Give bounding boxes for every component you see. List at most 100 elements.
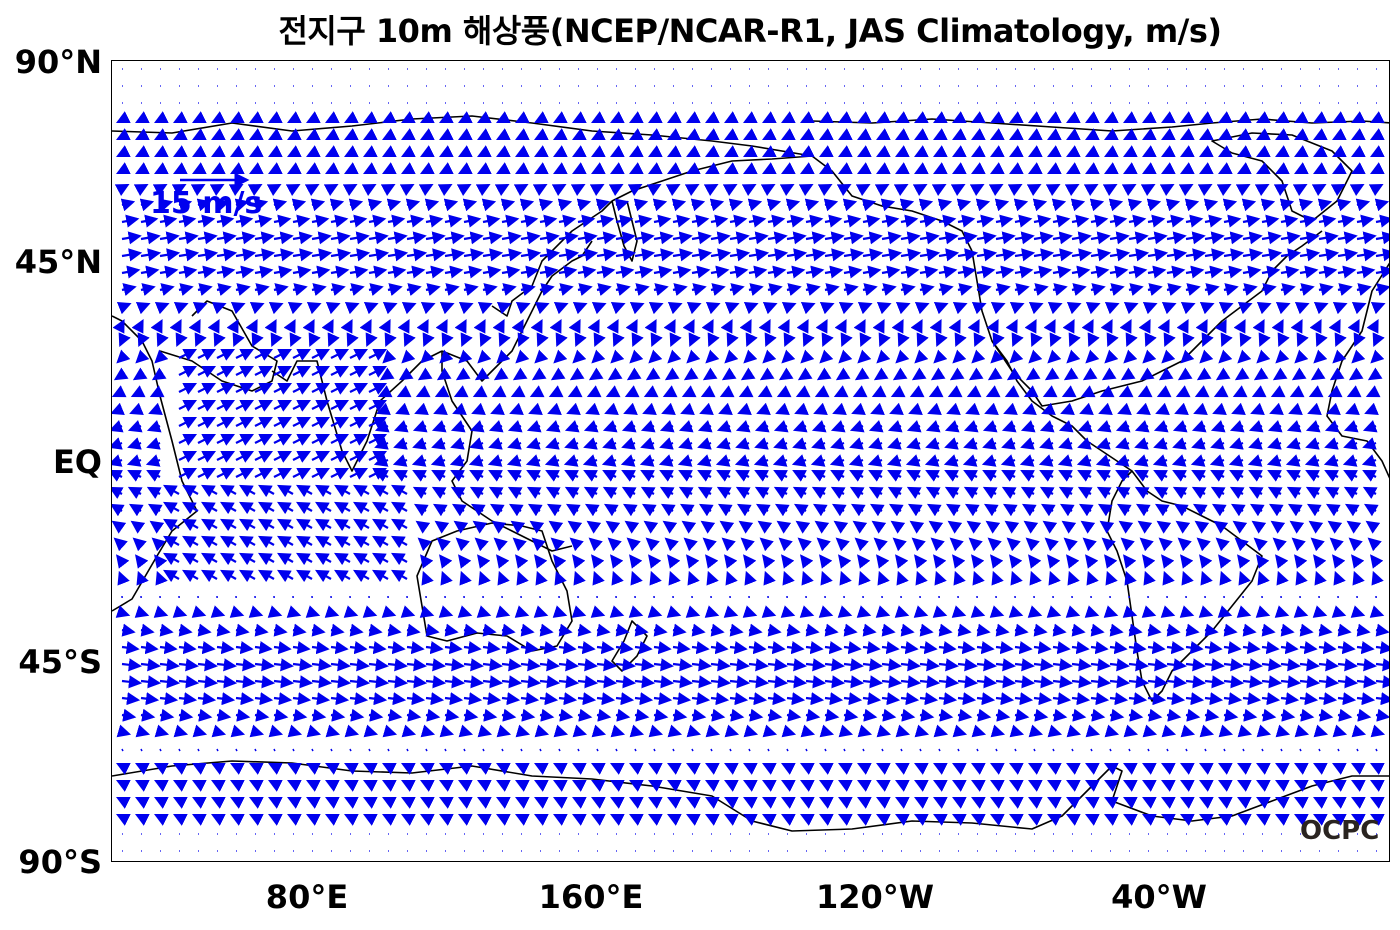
wind-vector (382, 128, 397, 140)
wind-vector (1223, 623, 1238, 637)
wind-vector (1071, 214, 1090, 228)
wind-vector (453, 385, 469, 398)
wind-vector (1125, 332, 1138, 348)
wind-vector (1171, 454, 1187, 467)
wind-vector (895, 780, 910, 792)
wind-vector (605, 385, 621, 398)
wind-vector (311, 748, 314, 752)
wind-vector (420, 301, 436, 315)
wind-vector (135, 301, 151, 315)
wind-vector (1306, 503, 1322, 517)
wind-vector (1025, 367, 1041, 381)
wind-vector (178, 708, 194, 722)
wind-vector (887, 469, 902, 482)
wind-vector (967, 319, 980, 334)
wind-vector (178, 675, 200, 689)
wind-vector (745, 332, 758, 348)
wind-vector (653, 214, 672, 228)
wind-vector (852, 520, 868, 534)
wind-vector (1351, 349, 1366, 364)
wind-vector (748, 675, 770, 689)
wind-vector (669, 332, 682, 348)
wind-vector (643, 385, 659, 398)
wind-vector (610, 554, 624, 569)
wind-vector (1014, 708, 1030, 722)
wind-vector (349, 433, 369, 446)
wind-vector (220, 484, 237, 498)
wind-vector (1313, 763, 1328, 775)
wind-vector (1096, 469, 1111, 482)
wind-vector (1090, 692, 1110, 706)
wind-vector (296, 518, 313, 532)
wind-vector (971, 780, 986, 792)
wind-vector (462, 198, 478, 212)
wind-vector (577, 748, 580, 752)
wind-vector (705, 814, 720, 826)
wind-vector (374, 437, 389, 450)
wind-vector (1294, 724, 1310, 738)
wind-vector (292, 623, 307, 637)
wind-vector (1311, 183, 1327, 197)
wind-vector (601, 454, 617, 467)
wind-vector (994, 198, 1010, 212)
wind-vector (631, 332, 644, 348)
wind-vector (526, 486, 542, 499)
wind-vector (121, 708, 137, 722)
wind-vector (382, 814, 397, 826)
wind-vector (604, 402, 619, 415)
wind-vector (163, 569, 180, 583)
wind-vector (724, 301, 740, 315)
wind-vector (406, 658, 427, 672)
wind-vector (1234, 537, 1249, 552)
wind-vector (1332, 763, 1347, 775)
wind-vector (515, 814, 530, 826)
wind-vector (607, 537, 622, 552)
wind-vector (819, 145, 834, 157)
wind-vector (140, 658, 161, 672)
wind-vector (377, 385, 393, 398)
wind-vector (952, 780, 967, 792)
wind-vector (710, 748, 713, 752)
wind-vector (1158, 367, 1174, 381)
wind-vector (639, 454, 655, 467)
wind-vector (292, 675, 314, 689)
wind-vector (216, 365, 236, 378)
wind-vector (536, 332, 549, 348)
wind-vector (304, 183, 320, 197)
wind-vector (209, 183, 225, 197)
wind-vector (876, 763, 891, 775)
wind-vector (862, 748, 865, 752)
wind-vector (197, 623, 212, 637)
wind-vector (957, 708, 973, 722)
wind-vector (420, 349, 435, 364)
wind-vector (1362, 420, 1378, 433)
wind-vector (748, 231, 769, 245)
wind-vector (387, 214, 406, 228)
wind-vector (359, 319, 372, 334)
wind-vector (1155, 402, 1170, 415)
wind-vector (1009, 554, 1023, 569)
wind-vector (690, 198, 706, 212)
wind-vector (683, 537, 698, 552)
wind-vector (824, 283, 840, 296)
wind-vector (1325, 503, 1341, 517)
wind-vector (621, 486, 637, 499)
wind-vector (1237, 814, 1252, 826)
wind-vector (1028, 554, 1042, 569)
wind-vector (538, 198, 554, 212)
wind-vector (1172, 486, 1188, 499)
wind-vector (311, 348, 331, 361)
wind-vector (1365, 385, 1381, 398)
wind-vector (476, 605, 492, 618)
wind-vector (729, 265, 749, 279)
wind-vector (858, 570, 871, 586)
wind-vector (444, 748, 447, 752)
wind-vector (571, 605, 587, 618)
wind-vector (349, 248, 371, 262)
wind-vector (230, 128, 245, 140)
wind-vector (401, 763, 416, 775)
wind-vector (857, 349, 872, 364)
wind-vector (192, 145, 207, 157)
wind-vector (1109, 748, 1112, 752)
wind-vector (634, 658, 655, 672)
